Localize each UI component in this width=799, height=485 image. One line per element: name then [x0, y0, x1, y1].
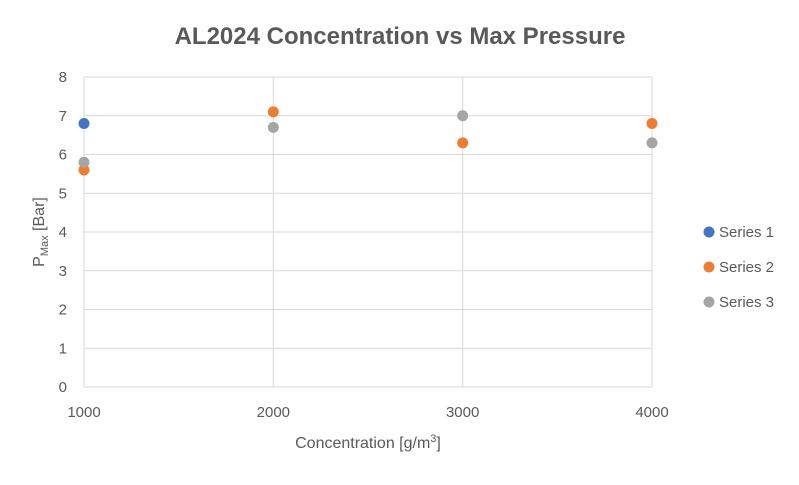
y-tick-label: 3 [59, 263, 67, 280]
y-axis-title-subscript: Max [39, 235, 51, 256]
y-tick-label: 4 [59, 224, 67, 241]
data-point-series-2 [646, 118, 658, 129]
legend-marker-series-2 [703, 261, 715, 273]
x-tick-label: 4000 [635, 404, 668, 421]
y-tick-label: 2 [59, 302, 67, 319]
data-point-series-3 [267, 121, 279, 133]
data-point-series-2 [78, 164, 90, 176]
chart-title: AL2024 Concentration vs Max Pressure [175, 23, 626, 50]
y-tick-label: 6 [59, 147, 67, 164]
data-point-series-3 [646, 137, 658, 149]
y-axis-ticks: 0 1 2 3 4 5 6 7 8 [59, 69, 67, 396]
data-point-series-2 [267, 106, 279, 118]
x-tick-label: 1000 [67, 404, 100, 421]
y-tick-label: 0 [59, 379, 67, 396]
gridlines [83, 76, 653, 388]
y-axis-title: PMax [Bar] [31, 197, 51, 267]
x-tick-label: 3000 [446, 404, 479, 421]
legend-marker-series-1 [703, 226, 715, 238]
x-axis-title-superscript: 3 [430, 433, 436, 445]
y-tick-label: 8 [59, 69, 67, 86]
legend-label-series-1: Series 1 [719, 224, 774, 241]
legend-label-series-2: Series 2 [719, 259, 774, 276]
y-tick-label: 1 [59, 340, 67, 357]
data-points [78, 106, 658, 176]
x-axis-title: Concentration [g/m3] [295, 433, 441, 452]
legend: Series 1 Series 2 Series 3 [703, 224, 774, 311]
data-point-series-1 [78, 118, 90, 129]
data-point-series-3 [78, 156, 90, 168]
legend-marker-series-3 [703, 296, 715, 308]
data-point-series-3 [457, 110, 469, 122]
y-tick-label: 5 [59, 185, 67, 202]
data-point-series-2 [457, 137, 469, 149]
x-axis-ticks: 1000 2000 3000 4000 [67, 404, 668, 421]
legend-label-series-3: Series 3 [719, 294, 774, 311]
y-tick-label: 7 [59, 108, 67, 125]
x-tick-label: 2000 [257, 404, 290, 421]
